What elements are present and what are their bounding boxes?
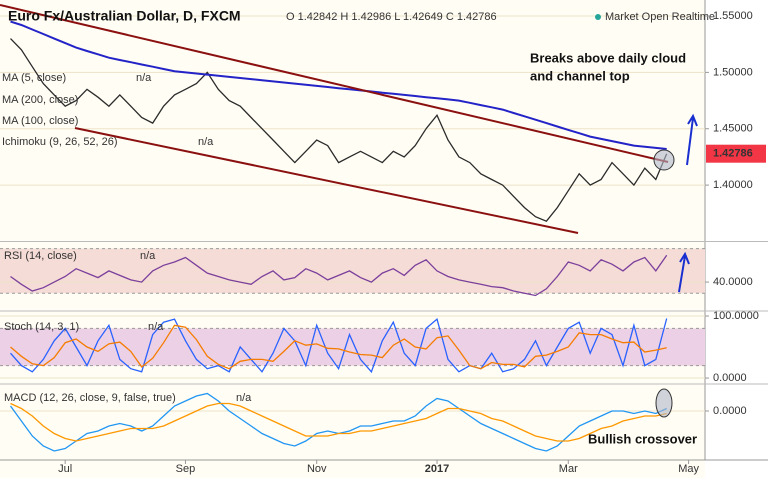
arrow (686, 113, 698, 166)
annotation: Bullish crossover (588, 431, 697, 446)
status-dot (595, 14, 601, 20)
plot-background (0, 0, 705, 478)
highlight-circle (655, 388, 673, 418)
na-label: n/a (198, 136, 214, 148)
x-tick-label: May (678, 463, 699, 475)
series-line (10, 38, 668, 222)
na-label: n/a (140, 250, 156, 262)
y-tick-label: 0.0000 (713, 372, 747, 384)
arrow (678, 251, 690, 293)
chart-title: Euro Fx/Australian Dollar, D, FXCM (8, 8, 241, 24)
legend-entry: MA (200, close) (2, 94, 78, 106)
x-tick-label: Jul (58, 463, 72, 475)
legend-entry: MA (100, close) (2, 115, 78, 127)
y-tick-label: 1.55000 (713, 10, 753, 22)
y-tick-label: 100.0000 (713, 310, 759, 322)
highlight-circle (653, 149, 675, 171)
indicator-band (0, 248, 705, 294)
channel-top (0, 4, 669, 163)
legend-entry: Stoch (14, 3, 1) (4, 321, 79, 333)
series-line (10, 20, 667, 150)
legend-entry: RSI (14, close) (4, 250, 77, 262)
series-line (10, 402, 667, 442)
y-tick-label: 1.40000 (713, 179, 753, 191)
axis-background (705, 0, 768, 478)
na-label: n/a (136, 72, 152, 84)
x-tick-label: 2017 (425, 463, 449, 475)
x-tick-label: Sep (176, 463, 196, 475)
channel-bottom (74, 127, 579, 234)
last-price-box (706, 144, 766, 163)
y-tick-label: 1.50000 (713, 66, 753, 78)
ohlc: O 1.42842 H 1.42986 L 1.42649 C 1.42786 (286, 11, 497, 23)
annotation: and channel top (530, 68, 630, 83)
last-price-label: 1.42786 (713, 148, 753, 160)
x-tick-label: Nov (307, 463, 327, 475)
series-line (10, 317, 668, 374)
legend-entry: Ichimoku (9, 26, 52, 26) (2, 136, 118, 148)
y-tick-label: 0.0000 (713, 405, 747, 417)
plot-layer (0, 15, 705, 452)
annotation: Breaks above daily cloud (530, 50, 686, 65)
na-label: n/a (148, 321, 164, 333)
legend-entry: MA (5, close) (2, 72, 66, 84)
legend-entry: MACD (12, 26, close, 9, false, true) (4, 392, 176, 404)
market-status: Market Open Realtime (605, 11, 715, 23)
series-line (10, 254, 668, 297)
x-tick-label: Mar (559, 463, 578, 475)
series-line (10, 324, 667, 370)
y-tick-label: 1.45000 (713, 123, 753, 135)
y-tick-label: 40.0000 (713, 276, 753, 288)
na-label: n/a (236, 392, 252, 404)
